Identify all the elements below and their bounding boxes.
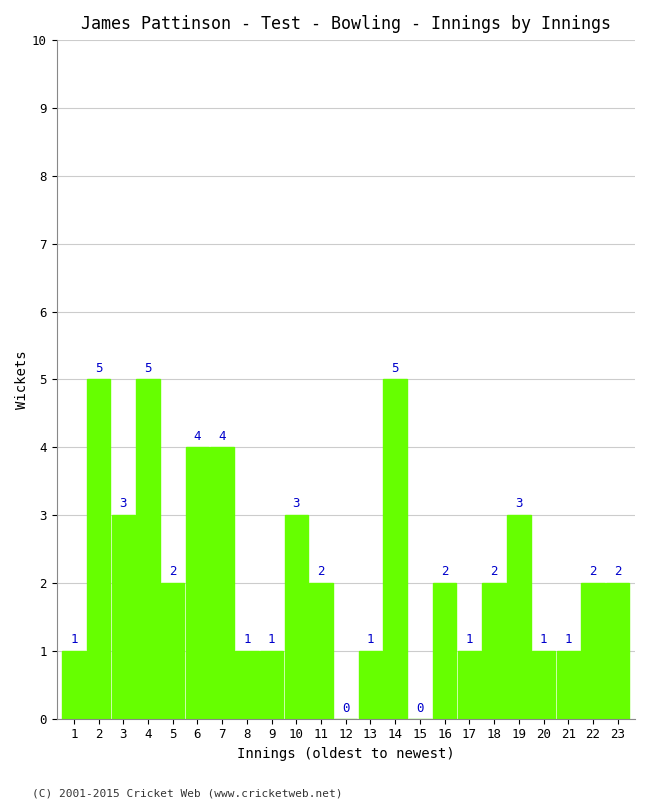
- Y-axis label: Wickets: Wickets: [15, 350, 29, 409]
- Bar: [606, 583, 629, 718]
- Bar: [136, 379, 160, 718]
- Text: 4: 4: [194, 430, 201, 442]
- Bar: [285, 515, 308, 718]
- Bar: [458, 651, 481, 718]
- Text: 2: 2: [441, 566, 448, 578]
- Bar: [581, 583, 604, 718]
- Bar: [482, 583, 506, 718]
- Bar: [507, 515, 530, 718]
- Text: 5: 5: [144, 362, 151, 374]
- Text: 1: 1: [564, 633, 572, 646]
- Text: 1: 1: [367, 633, 374, 646]
- Text: 3: 3: [120, 498, 127, 510]
- Text: 2: 2: [614, 566, 621, 578]
- Text: 5: 5: [391, 362, 399, 374]
- Bar: [384, 379, 407, 718]
- Text: 0: 0: [342, 702, 350, 715]
- Bar: [186, 447, 209, 718]
- Text: 1: 1: [268, 633, 276, 646]
- Text: 5: 5: [95, 362, 102, 374]
- Bar: [112, 515, 135, 718]
- Bar: [532, 651, 555, 718]
- Text: 3: 3: [292, 498, 300, 510]
- Bar: [62, 651, 86, 718]
- Title: James Pattinson - Test - Bowling - Innings by Innings: James Pattinson - Test - Bowling - Innin…: [81, 15, 611, 33]
- Text: 2: 2: [169, 566, 176, 578]
- Text: 1: 1: [70, 633, 77, 646]
- Text: 4: 4: [218, 430, 226, 442]
- Bar: [161, 583, 185, 718]
- Text: 1: 1: [465, 633, 473, 646]
- Bar: [235, 651, 259, 718]
- Bar: [260, 651, 283, 718]
- Text: 2: 2: [490, 566, 498, 578]
- Text: 2: 2: [317, 566, 325, 578]
- Bar: [87, 379, 111, 718]
- Text: 2: 2: [589, 566, 597, 578]
- Text: (C) 2001-2015 Cricket Web (www.cricketweb.net): (C) 2001-2015 Cricket Web (www.cricketwe…: [32, 788, 343, 798]
- Bar: [211, 447, 234, 718]
- Text: 3: 3: [515, 498, 523, 510]
- Bar: [556, 651, 580, 718]
- Bar: [433, 583, 456, 718]
- Bar: [309, 583, 333, 718]
- X-axis label: Innings (oldest to newest): Innings (oldest to newest): [237, 747, 454, 761]
- Text: 1: 1: [540, 633, 547, 646]
- Text: 0: 0: [416, 702, 424, 715]
- Bar: [359, 651, 382, 718]
- Text: 1: 1: [243, 633, 251, 646]
